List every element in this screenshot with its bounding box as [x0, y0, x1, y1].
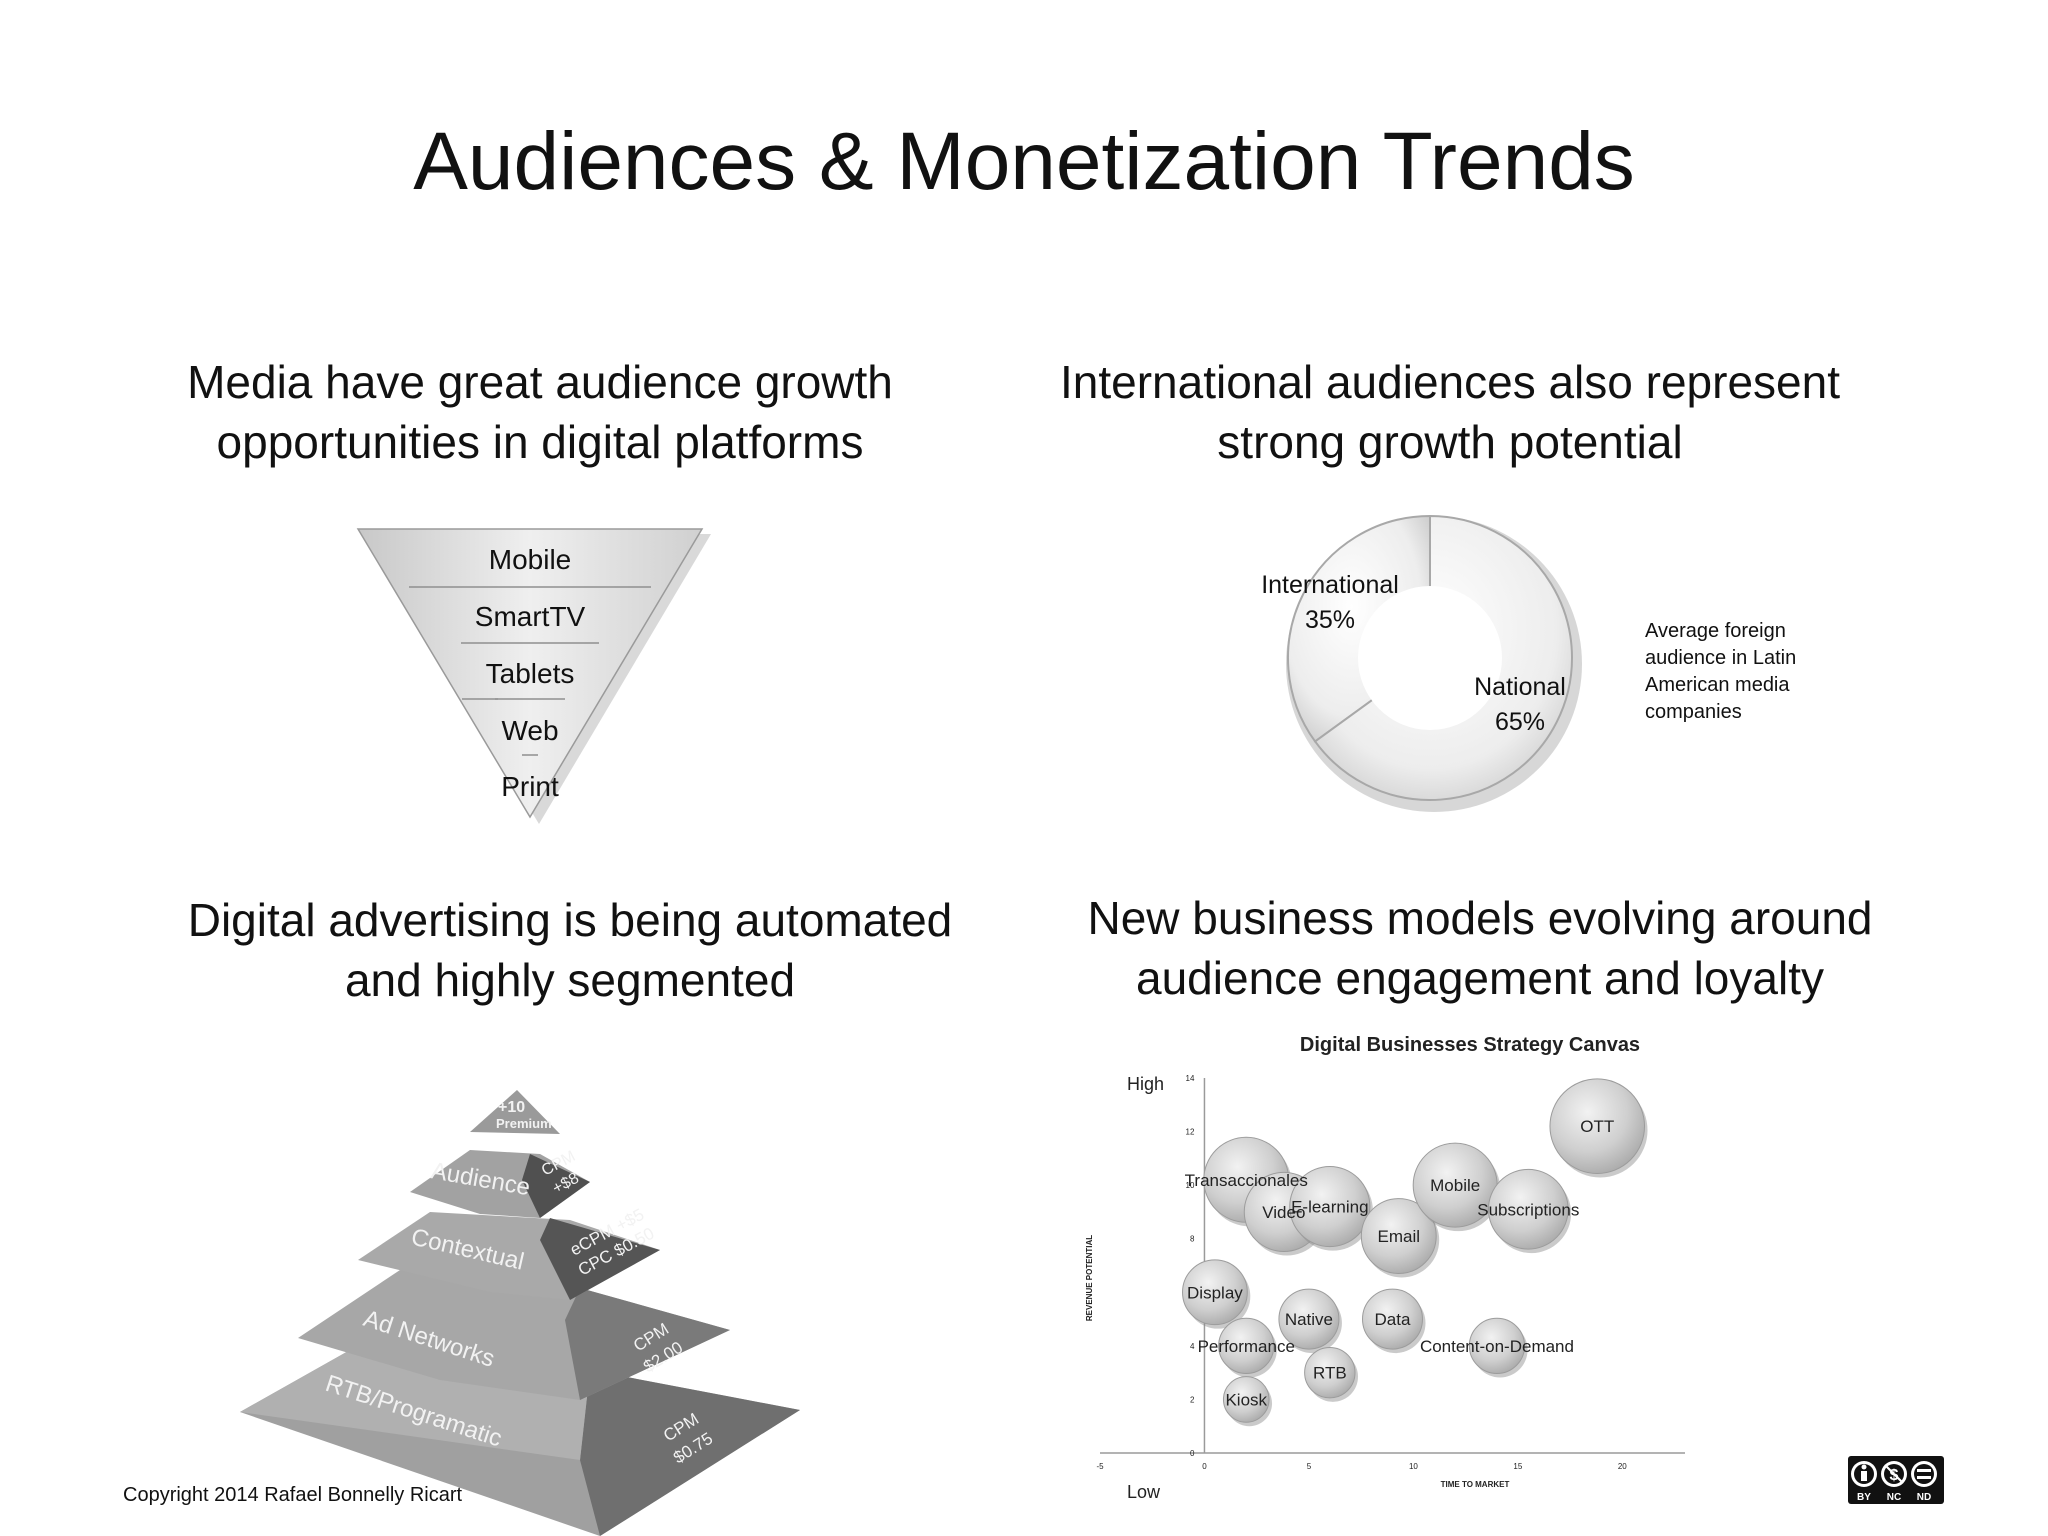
audience-donut-chart: International 35% National 65%	[1261, 514, 1582, 812]
cc-license-icon: $ BY NC ND	[1851, 1461, 1937, 1503]
advertising-pyramid: +10 Premium Audience CPM +$8 Contextual …	[240, 1090, 800, 1536]
heading-line: International audiences also represent	[1060, 356, 1840, 408]
bubble-label: RTB	[1313, 1364, 1347, 1383]
donut-slice-international	[1287, 514, 1431, 743]
heading-line: Media have great audience growth	[187, 356, 893, 408]
bubble	[1278, 1288, 1340, 1350]
bubble	[1362, 1288, 1423, 1350]
bubble-label: Kiosk	[1225, 1390, 1267, 1409]
x-tick-label: -5	[1096, 1462, 1104, 1471]
funnel-level: Mobile	[489, 544, 571, 575]
heading-line: and highly segmented	[344, 954, 796, 1006]
bubble	[1218, 1317, 1275, 1374]
note-line: audience in Latin	[1645, 647, 1797, 669]
svg-text:$: $	[1890, 1467, 1899, 1484]
heading-line: audience engagement and loyalty	[1136, 952, 1824, 1004]
bubble-label: Data	[1375, 1310, 1411, 1329]
heading-line: opportunities in digital platforms	[216, 416, 864, 468]
funnel-level: Print	[501, 771, 559, 802]
bubble-label: E-learning	[1291, 1198, 1369, 1217]
heading-line: New business models evolving around	[1087, 892, 1873, 944]
funnel-level: Tablets	[486, 658, 575, 689]
bubble-label: Subscriptions	[1477, 1200, 1579, 1219]
note-line: companies	[1645, 701, 1742, 723]
platform-funnel: Mobile SmartTV Tablets Web Print	[356, 528, 711, 824]
bubble-label: Mobile	[1430, 1176, 1480, 1195]
chart-title: Digital Businesses Strategy Canvas	[1300, 1034, 1640, 1056]
x-tick-label: 0	[1202, 1462, 1207, 1471]
y-low-label: Low	[1127, 1482, 1161, 1502]
y-tick-label: 8	[1190, 1235, 1195, 1244]
donut-value-national: 65%	[1495, 708, 1545, 736]
bubble-label: Content-on-Demand	[1420, 1337, 1574, 1356]
x-tick-label: 10	[1409, 1462, 1418, 1471]
y-high-label: High	[1127, 1074, 1164, 1094]
cc-license-badge: $ BY NC ND	[1848, 1456, 1944, 1504]
bubble-label: Video	[1262, 1203, 1305, 1222]
section-heading-advertising: Digital advertising is being automated a…	[120, 890, 1020, 1010]
section-heading-audience-growth: Media have great audience growth opportu…	[110, 352, 970, 472]
license-nc: NC	[1887, 1492, 1901, 1503]
bubble	[1549, 1078, 1646, 1174]
section-heading-international: International audiences also represent s…	[1010, 352, 1890, 472]
bubble	[1304, 1346, 1356, 1399]
bubble-label: Transaccionales	[1185, 1171, 1308, 1190]
y-tick-label: 2	[1190, 1395, 1195, 1404]
x-tick-label: 15	[1513, 1462, 1522, 1471]
strategy-canvas-chart: Digital Businesses Strategy Canvas High …	[1085, 1034, 1685, 1502]
y-tick-label: 12	[1186, 1128, 1195, 1137]
pyramid-top-line2: Premium	[496, 1116, 552, 1131]
section-heading-business-models: New business models evolving around audi…	[1030, 888, 1930, 1008]
y-tick-label: 14	[1186, 1074, 1195, 1083]
bubble	[1182, 1259, 1248, 1326]
bubble-label: Native	[1285, 1310, 1333, 1329]
y-axis-label: REVENUE POTENTIAL	[1085, 1235, 1094, 1321]
license-nd: ND	[1917, 1492, 1931, 1503]
funnel-level: Web	[501, 715, 558, 746]
pyramid-top-line1: +10	[498, 1099, 525, 1116]
bubble	[1289, 1165, 1371, 1248]
funnel-level: SmartTV	[475, 601, 586, 632]
bubble-label: OTT	[1580, 1117, 1614, 1136]
license-by: BY	[1857, 1492, 1871, 1503]
donut-label-international: International	[1261, 571, 1399, 599]
bubble-label: Display	[1187, 1283, 1243, 1302]
y-tick-label: 10	[1186, 1181, 1195, 1190]
heading-line: strong growth potential	[1217, 416, 1683, 468]
copyright-notice: Copyright 2014 Rafael Bonnelly Ricart	[123, 1484, 463, 1506]
note-line: American media	[1645, 674, 1790, 696]
y-tick-label: 4	[1190, 1342, 1195, 1351]
foreign-audience-note: Average foreign audience in Latin Americ…	[1645, 618, 1885, 726]
bubble	[1468, 1317, 1526, 1374]
bubble	[1360, 1198, 1437, 1274]
bubble	[1487, 1168, 1569, 1250]
heading-line: Digital advertising is being automated	[187, 894, 953, 946]
donut-value-international: 35%	[1305, 606, 1355, 634]
note-line: Average foreign	[1645, 620, 1786, 642]
slide-title: Audiences & Monetization Trends	[413, 116, 1635, 207]
x-tick-label: 5	[1307, 1462, 1312, 1471]
donut-label-national: National	[1474, 673, 1566, 701]
bubble	[1222, 1376, 1270, 1423]
x-tick-label: 20	[1618, 1462, 1627, 1471]
y-tick-label: 0	[1190, 1449, 1195, 1458]
bubble-label: Email	[1378, 1227, 1421, 1246]
x-axis-label: TIME TO MARKET	[1441, 1480, 1510, 1489]
bubble-label: Performance	[1198, 1337, 1295, 1356]
